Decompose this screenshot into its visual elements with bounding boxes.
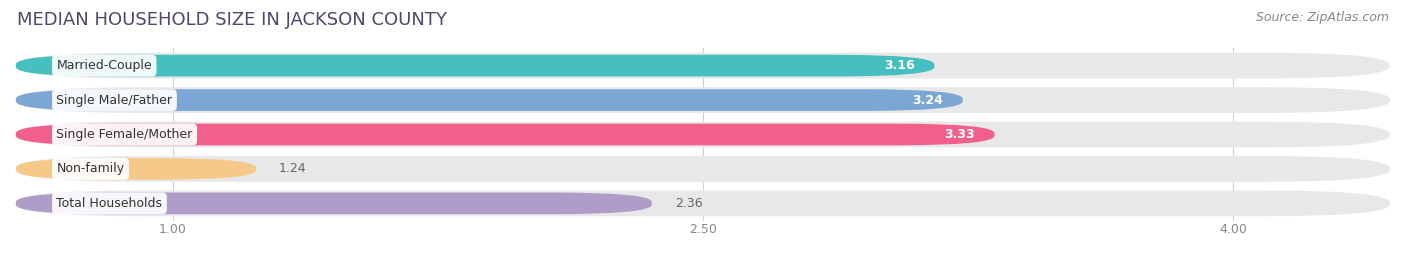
FancyBboxPatch shape bbox=[15, 158, 256, 180]
FancyBboxPatch shape bbox=[15, 124, 994, 145]
FancyBboxPatch shape bbox=[15, 87, 1391, 113]
Text: Total Households: Total Households bbox=[56, 197, 163, 210]
Text: 3.16: 3.16 bbox=[884, 59, 915, 72]
Text: Single Male/Father: Single Male/Father bbox=[56, 94, 173, 107]
FancyBboxPatch shape bbox=[15, 55, 935, 76]
Text: 2.36: 2.36 bbox=[675, 197, 703, 210]
FancyBboxPatch shape bbox=[15, 156, 1391, 182]
Text: Source: ZipAtlas.com: Source: ZipAtlas.com bbox=[1256, 11, 1389, 24]
Text: 3.33: 3.33 bbox=[945, 128, 974, 141]
FancyBboxPatch shape bbox=[15, 122, 1391, 147]
Text: Non-family: Non-family bbox=[56, 162, 125, 175]
Text: 1.24: 1.24 bbox=[278, 162, 307, 175]
Text: Married-Couple: Married-Couple bbox=[56, 59, 152, 72]
Text: Single Female/Mother: Single Female/Mother bbox=[56, 128, 193, 141]
FancyBboxPatch shape bbox=[15, 53, 1391, 79]
Text: MEDIAN HOUSEHOLD SIZE IN JACKSON COUNTY: MEDIAN HOUSEHOLD SIZE IN JACKSON COUNTY bbox=[17, 11, 447, 29]
FancyBboxPatch shape bbox=[15, 193, 652, 214]
FancyBboxPatch shape bbox=[15, 89, 963, 111]
Text: 3.24: 3.24 bbox=[912, 94, 943, 107]
FancyBboxPatch shape bbox=[15, 190, 1391, 216]
